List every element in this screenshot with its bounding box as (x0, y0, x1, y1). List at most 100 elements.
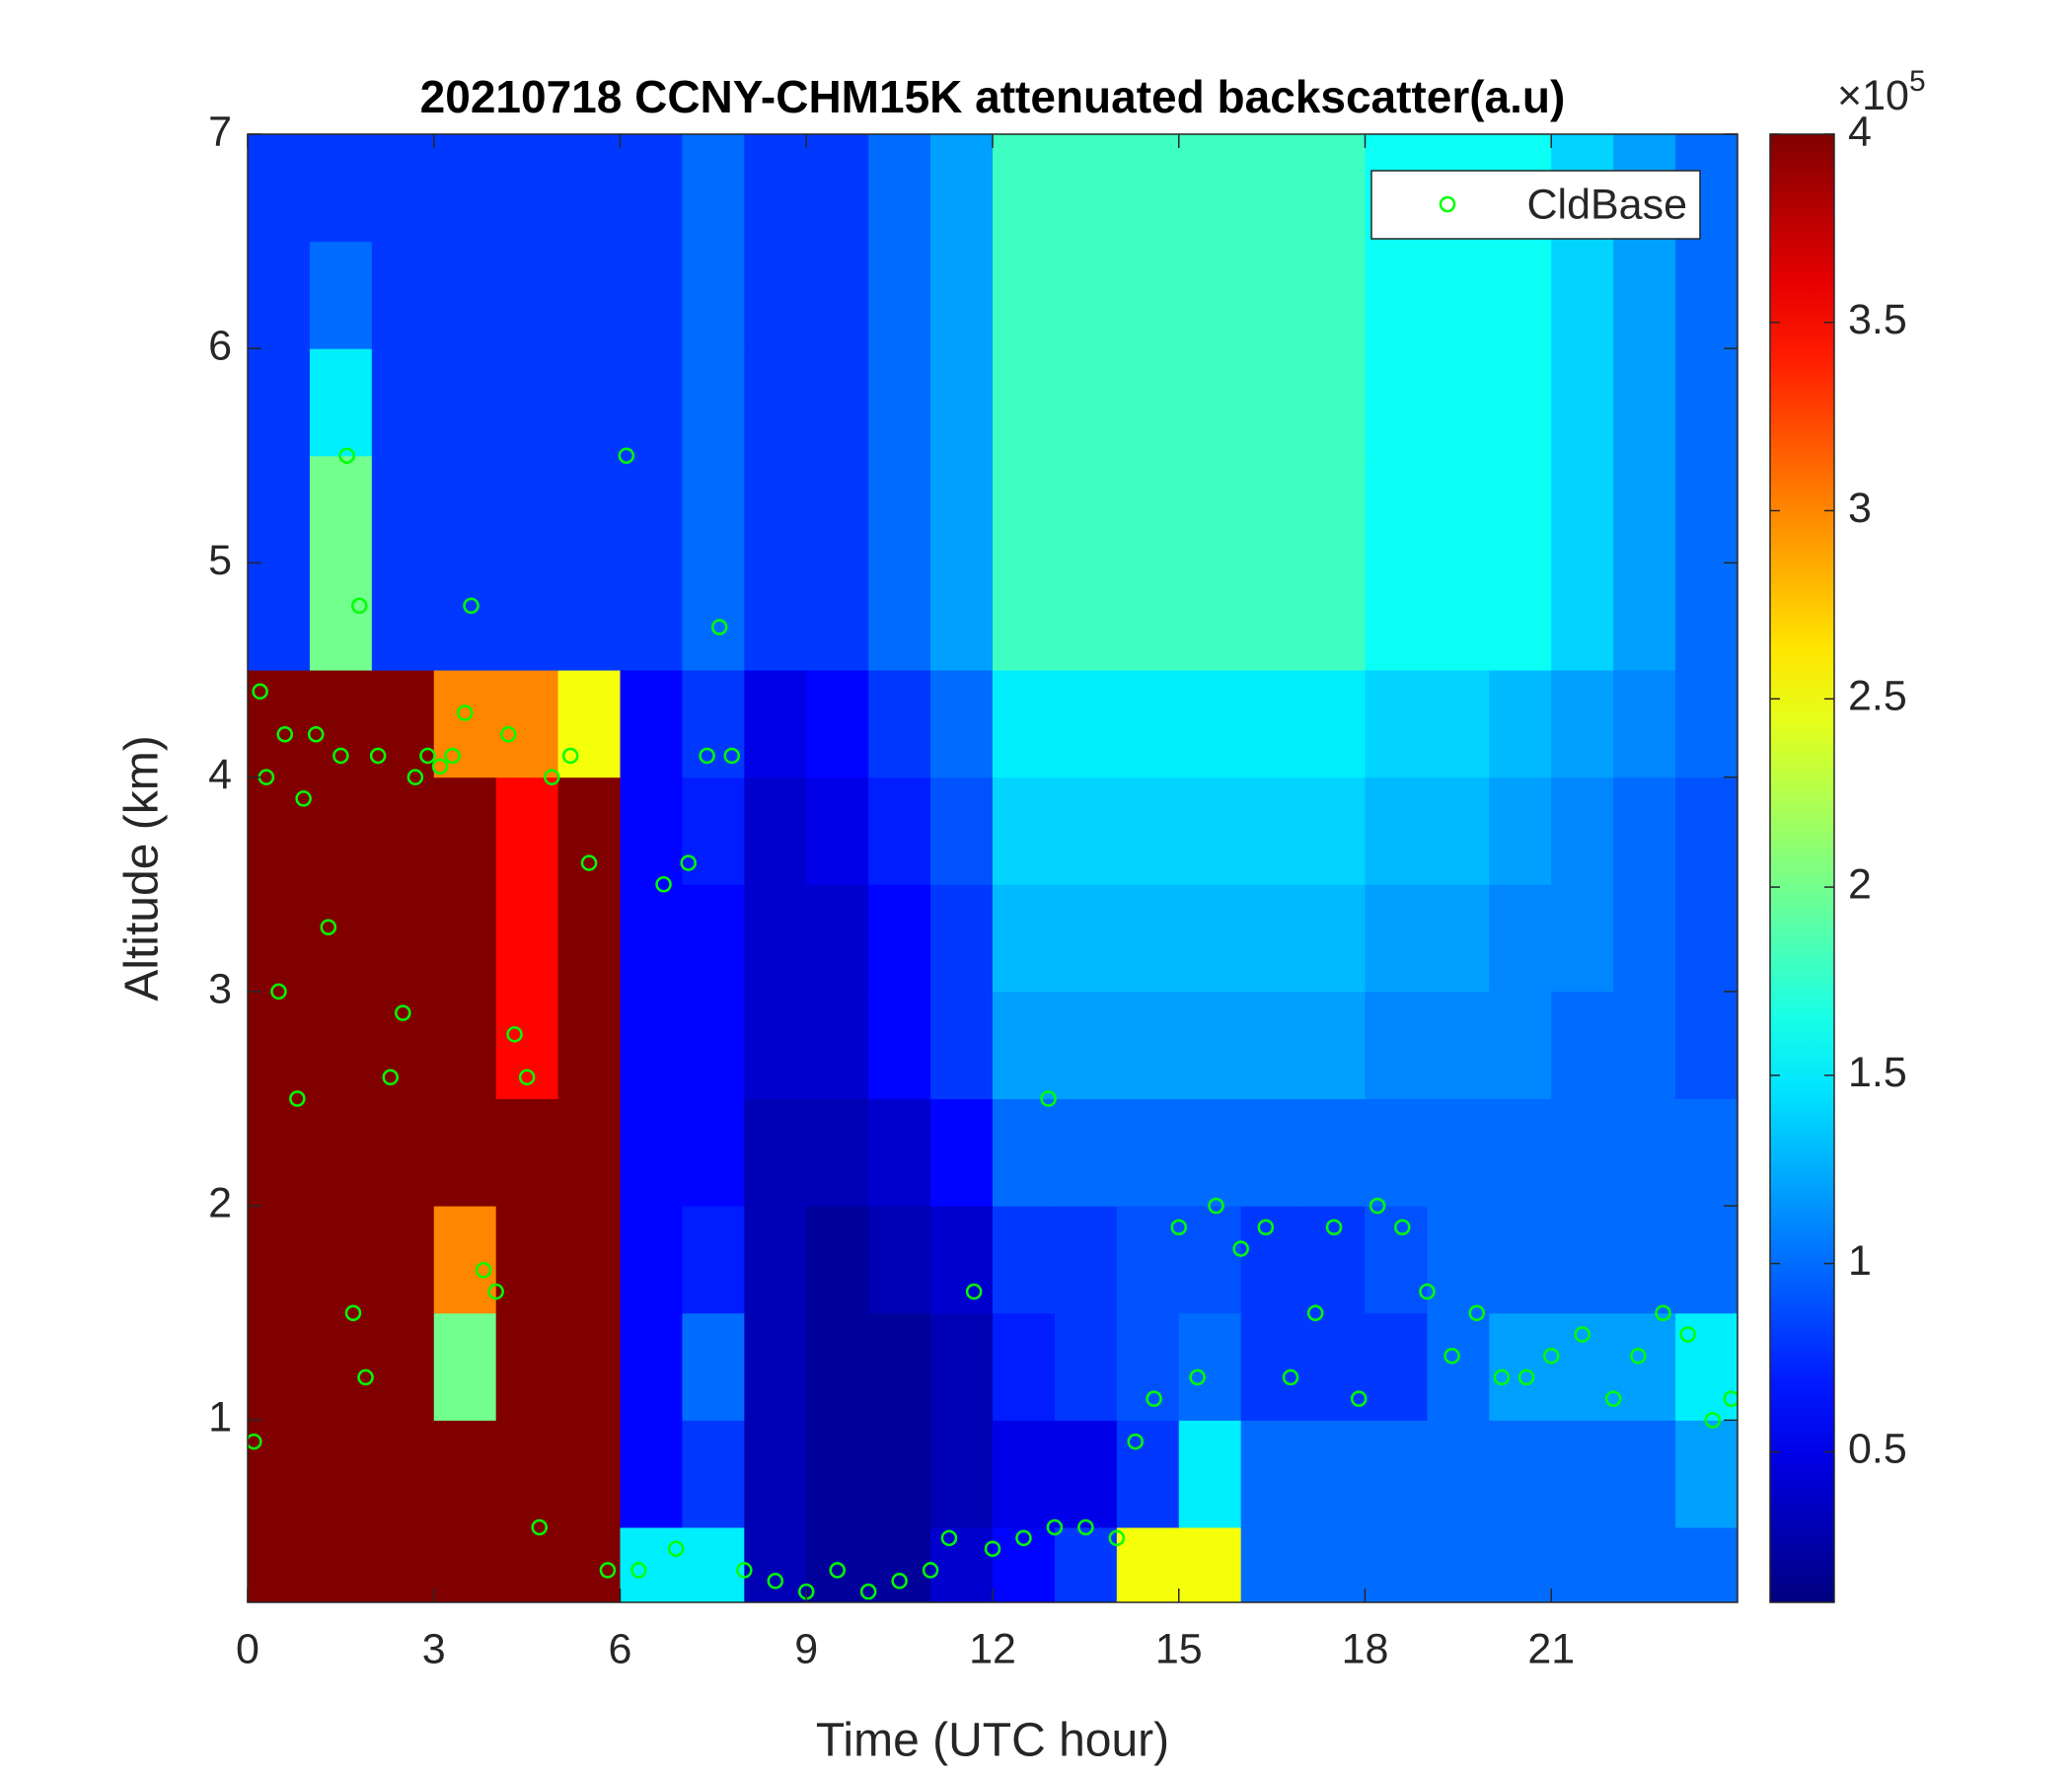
colorbar-multiplier: ×105 (1837, 65, 1926, 119)
heatmap-cell (495, 670, 559, 778)
cloud-base-point (407, 769, 424, 785)
y-tick-label: 3 (208, 965, 232, 1012)
heatmap-cell (1240, 1098, 1304, 1207)
heatmap-cell (371, 455, 435, 563)
heatmap-cell (495, 777, 559, 885)
cloud-base-point (1325, 1219, 1343, 1236)
heatmap-cell (248, 455, 311, 563)
heatmap-cell (620, 1312, 683, 1421)
heatmap-cell (868, 1206, 931, 1314)
heatmap-cell (1489, 991, 1552, 1100)
heatmap-cell (557, 455, 621, 563)
cloud-base-point (736, 1562, 753, 1579)
legend-label: CldBase (1526, 181, 1687, 228)
heatmap-cell (1116, 1420, 1180, 1528)
heatmap-cell (248, 348, 311, 457)
heatmap-cell (1551, 991, 1614, 1100)
heatmap-cell (744, 1098, 807, 1207)
cloud-base-point (289, 1090, 306, 1107)
heatmap-cell (495, 1526, 559, 1602)
cloud-base-point (320, 919, 337, 935)
cloud-base-point (357, 1369, 374, 1386)
heatmap-cell (1178, 777, 1242, 885)
cloud-base-point (333, 747, 349, 765)
heatmap-cell (371, 884, 435, 993)
heatmap-cell (1178, 884, 1242, 993)
heatmap-cell (620, 777, 683, 885)
cloud-base-point (1015, 1529, 1032, 1547)
heatmap-cell (993, 1312, 1056, 1421)
heatmap-cell (744, 1206, 807, 1314)
heatmap-cell (557, 991, 621, 1100)
heatmap-cell (1489, 1420, 1552, 1528)
heatmap-cell (930, 348, 994, 457)
heatmap-cell (1240, 134, 1304, 243)
cloud-base-point (518, 1069, 536, 1086)
heatmap-cell (248, 1312, 311, 1421)
heatmap-cell (1613, 1312, 1676, 1421)
cloud-base-point (1723, 1390, 1738, 1407)
heatmap-cell (1427, 777, 1490, 885)
heatmap-cell (495, 991, 559, 1100)
heatmap-cell (1240, 991, 1304, 1100)
heatmap-cell (620, 670, 683, 778)
heatmap-cell (620, 455, 683, 563)
cloud-base-point (667, 1540, 685, 1557)
cloud-base-point (1419, 1283, 1436, 1300)
heatmap-cell (682, 455, 745, 563)
cloud-base-point (723, 747, 740, 765)
heatmap-cell (868, 1526, 931, 1602)
heatmap-cell (1675, 241, 1738, 349)
heatmap-cell (806, 1526, 869, 1602)
heatmap-cell (1302, 241, 1366, 349)
cloud-base-point (1655, 1304, 1671, 1321)
heatmap-cell (930, 134, 994, 243)
heatmap-cell (1613, 1098, 1676, 1207)
heatmap-cell (309, 241, 373, 349)
heatmap-cell (1116, 1526, 1180, 1602)
cloud-base-point (599, 1562, 617, 1579)
heatmap-cell (1116, 348, 1180, 457)
heatmap-cell (806, 670, 869, 778)
x-tick-label: 12 (969, 1625, 1016, 1672)
heatmap-cell (433, 777, 497, 885)
heatmap-cell (1365, 1098, 1428, 1207)
heatmap-cell (993, 134, 1056, 243)
heatmap-cell (433, 241, 497, 349)
cloud-base-point (344, 1304, 362, 1321)
heatmap-cell (1178, 562, 1242, 671)
cloud-base-point (270, 983, 287, 1000)
heatmap-cell (1365, 562, 1428, 671)
heatmap-cell (1054, 455, 1118, 563)
heatmap-cell (557, 348, 621, 457)
heatmap-cell (806, 241, 869, 349)
heatmap-cell (433, 884, 497, 993)
heatmap-cell (248, 991, 311, 1100)
cloud-base-point (1170, 1219, 1187, 1236)
heatmap-cell (744, 1526, 807, 1602)
heatmap-cell (433, 1206, 497, 1314)
heatmap-cell (1551, 1420, 1614, 1528)
heatmap-cell (495, 1312, 559, 1421)
heatmap-cell (1178, 991, 1242, 1100)
cloud-base-point (680, 854, 697, 871)
heatmap-cell (1551, 1098, 1614, 1207)
heatmap-cell (1675, 1098, 1738, 1207)
cloud-base-point (655, 876, 672, 893)
heatmap-cell (1240, 777, 1304, 885)
heatmap-cell (1116, 1312, 1180, 1421)
heatmap-cell (682, 1312, 745, 1421)
colorbar-exponent: 5 (1909, 65, 1926, 98)
heatmap-cell (1240, 670, 1304, 778)
colorbar-tick-label: 2.5 (1848, 673, 1907, 720)
heatmap-cell (248, 884, 311, 993)
cloud-base-point (1493, 1369, 1511, 1386)
heatmap-cell (1551, 884, 1614, 993)
heatmap-cell (1675, 1206, 1738, 1314)
heatmap-cell (309, 884, 373, 993)
heatmap-cell (620, 562, 683, 671)
heatmap-cell (495, 134, 559, 243)
heatmap-cell (993, 1206, 1056, 1314)
heatmap-cell (1054, 1098, 1118, 1207)
heatmap-cell (1489, 1312, 1552, 1421)
